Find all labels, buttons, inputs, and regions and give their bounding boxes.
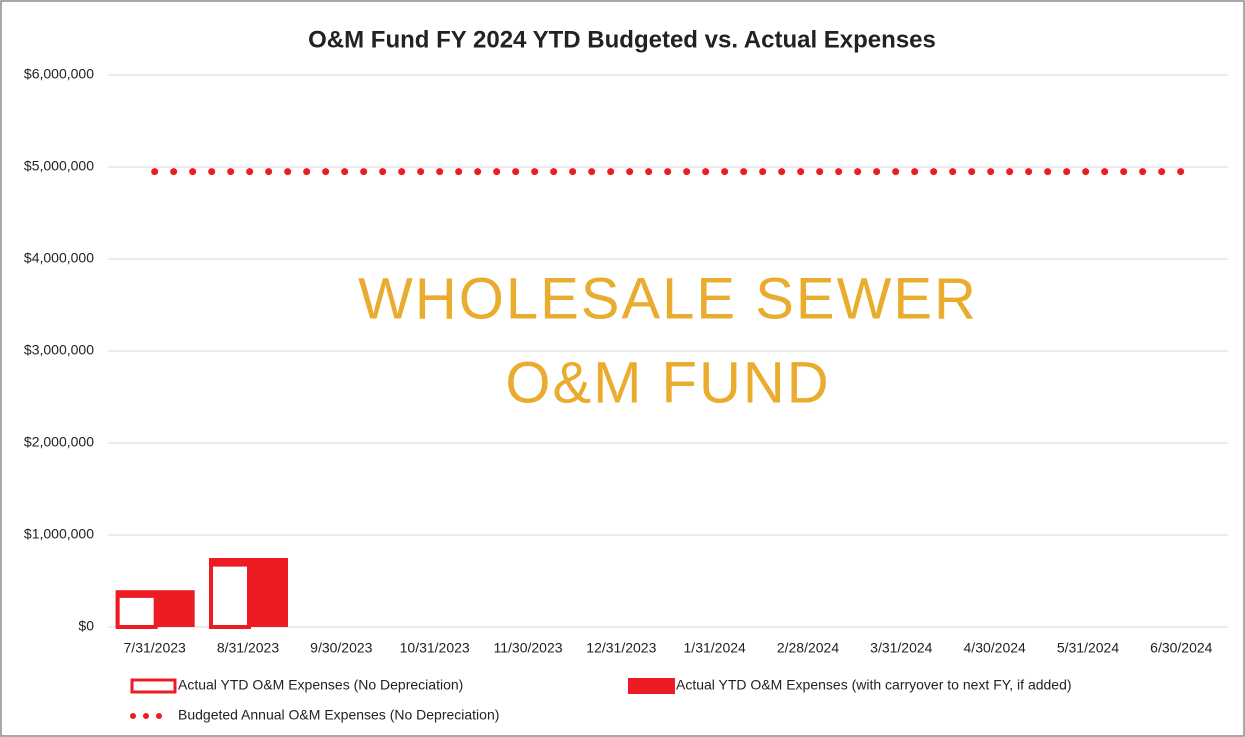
- x-tick-label: 4/30/2024: [964, 640, 1026, 656]
- bar: [209, 562, 251, 629]
- x-tick-label: 7/31/2023: [124, 640, 186, 656]
- x-tick-label: 5/31/2024: [1057, 640, 1119, 656]
- legend-swatch: [130, 678, 177, 694]
- x-tick-label: 1/31/2024: [684, 640, 746, 656]
- legend-label: Actual YTD O&M Expenses (with carryover …: [676, 677, 1072, 693]
- x-tick-label: 11/30/2023: [493, 640, 562, 656]
- watermark: WHOLESALE SEWER: [358, 266, 978, 331]
- watermark: O&M FUND: [505, 350, 830, 415]
- y-tick-label: $0: [78, 618, 94, 634]
- y-tick-label: $2,000,000: [24, 434, 94, 450]
- x-tick-label: 8/31/2023: [217, 640, 279, 656]
- bar: [115, 593, 158, 630]
- y-tick-label: $1,000,000: [24, 526, 94, 542]
- x-tick-label: 9/30/2023: [310, 640, 372, 656]
- y-tick-label: $6,000,000: [24, 66, 94, 82]
- x-tick-label: 2/28/2024: [777, 640, 839, 656]
- legend-swatch: [628, 678, 675, 694]
- chart-title: O&M Fund FY 2024 YTD Budgeted vs. Actual…: [308, 26, 936, 53]
- x-tick-label: 12/31/2023: [586, 640, 656, 656]
- legend-label: Actual YTD O&M Expenses (No Depreciation…: [178, 677, 463, 693]
- y-tick-label: $4,000,000: [24, 250, 94, 266]
- y-tick-label: $3,000,000: [24, 342, 94, 358]
- y-tick-label: $5,000,000: [24, 158, 94, 174]
- legend-label: Budgeted Annual O&M Expenses (No Depreci…: [178, 707, 499, 723]
- x-tick-label: 6/30/2024: [1150, 640, 1212, 656]
- x-tick-label: 3/31/2024: [870, 640, 932, 656]
- x-tick-label: 10/31/2023: [400, 640, 470, 656]
